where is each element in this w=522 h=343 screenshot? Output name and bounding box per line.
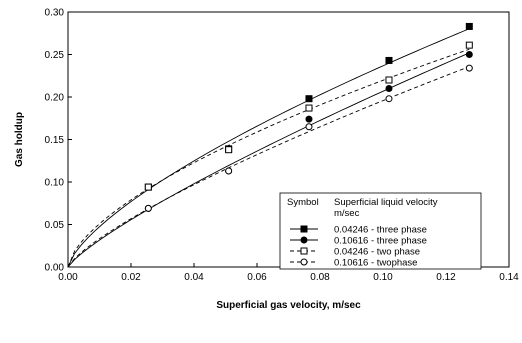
legend-header-title: Superficial liquid velocity — [334, 197, 438, 208]
series-markers — [144, 22, 473, 212]
legend-marker — [300, 247, 308, 255]
data-point — [385, 85, 393, 92]
legend-entry-label: 0.10616 - three phase — [334, 236, 427, 247]
data-point — [144, 183, 152, 191]
y-tick-label: 0.25 — [45, 50, 65, 61]
x-tick-label: 0.00 — [58, 272, 78, 283]
y-tick-label: 0.05 — [45, 220, 65, 231]
x-tick-label: 0.12 — [436, 272, 456, 283]
y-tick-label: 0.10 — [45, 178, 65, 189]
legend-entry-label: 0.10616 - twophase — [334, 258, 417, 269]
x-tick-label: 0.04 — [184, 272, 204, 283]
series-line-4 — [67, 66, 470, 268]
data-point — [385, 95, 393, 103]
data-point — [305, 95, 313, 103]
data-point — [385, 76, 393, 84]
legend-header-unit: m/sec — [334, 208, 360, 219]
y-tick-label: 0.30 — [45, 8, 65, 19]
data-point — [465, 51, 473, 58]
x-tick-label: 0.10 — [373, 272, 393, 283]
legend-header-symbol: Symbol — [287, 197, 319, 208]
x-tick-label: 0.08 — [310, 272, 330, 283]
series-curves — [67, 28, 470, 268]
legend-marker — [300, 236, 308, 244]
data-point — [144, 204, 152, 212]
legend-entry-label: 0.04246 - two phase — [334, 247, 420, 258]
series-line-1 — [67, 28, 470, 268]
x-tick-label: 0.06 — [247, 272, 267, 283]
y-tick-label: 0.15 — [45, 135, 65, 146]
series-line-3 — [67, 48, 470, 268]
legend-marker — [300, 258, 308, 266]
legend-entry-label: 0.04246 - three phase — [334, 225, 427, 236]
data-point — [305, 104, 313, 112]
data-point — [225, 146, 233, 154]
data-point — [465, 41, 473, 49]
data-point — [225, 167, 233, 175]
data-point — [465, 64, 473, 72]
y-axis-label: Gas holdup — [14, 112, 25, 167]
y-tick-label: 0.00 — [45, 263, 65, 274]
y-axis-ticks: 0.00 0.05 0.10 0.15 0.20 0.25 0.30 — [45, 8, 72, 274]
y-tick-label: 0.20 — [45, 93, 65, 104]
data-point — [385, 56, 393, 64]
legend: Symbol Superficial liquid velocity m/sec… — [279, 192, 482, 270]
legend-box — [279, 192, 482, 270]
x-tick-label: 0.02 — [121, 272, 141, 283]
data-point — [305, 123, 313, 131]
data-point — [465, 22, 473, 30]
series-line-2 — [67, 52, 470, 268]
data-point — [305, 115, 313, 123]
legend-marker — [300, 225, 308, 233]
x-tick-label: 0.14 — [499, 272, 519, 283]
x-axis-label: Superficial gas velocity, m/sec — [216, 300, 361, 311]
